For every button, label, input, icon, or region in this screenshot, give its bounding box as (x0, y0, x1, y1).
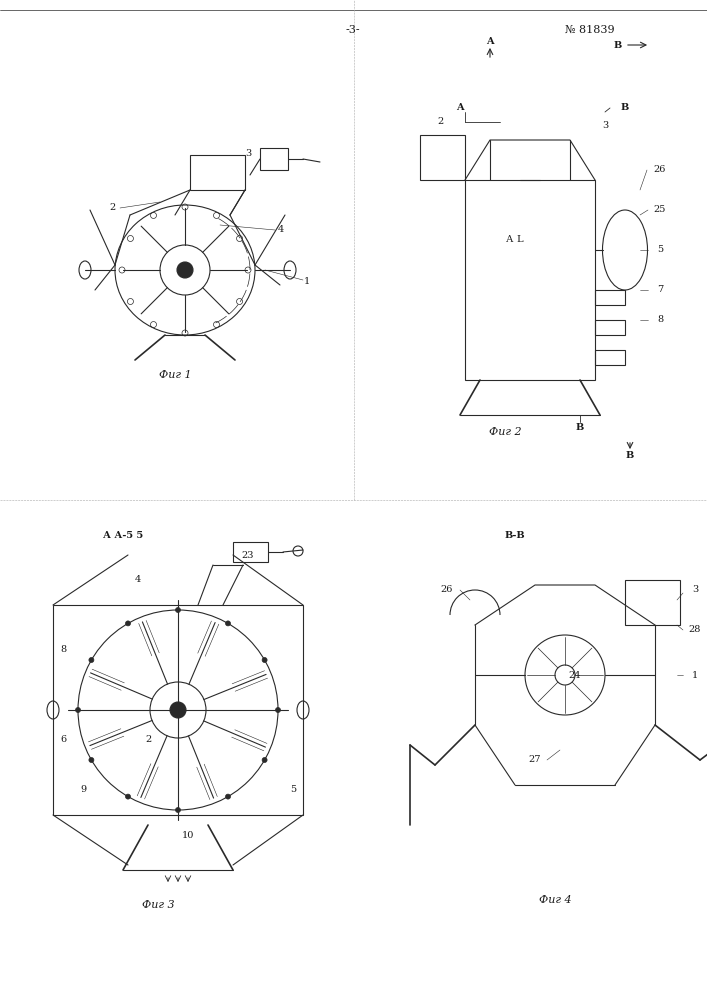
Circle shape (226, 794, 230, 799)
Circle shape (226, 621, 230, 626)
Text: B: B (614, 40, 622, 49)
Circle shape (175, 607, 180, 612)
Bar (625, 580, 680, 625)
Circle shape (126, 794, 131, 799)
Bar (260, 148, 288, 170)
Text: 8: 8 (657, 316, 663, 324)
Text: A: A (456, 104, 464, 112)
Text: 1: 1 (692, 670, 698, 680)
Text: 28: 28 (689, 626, 701, 635)
Bar (53, 605, 303, 815)
Text: Фиг 4: Фиг 4 (539, 895, 571, 905)
Text: 2: 2 (110, 204, 116, 213)
Circle shape (177, 262, 193, 278)
Text: 10: 10 (182, 830, 194, 840)
Bar (465, 180, 595, 380)
Circle shape (262, 658, 267, 662)
Text: 23: 23 (242, 550, 255, 560)
Circle shape (126, 621, 131, 626)
Bar (595, 290, 625, 305)
Text: 3: 3 (602, 120, 608, 129)
Text: B: B (626, 450, 634, 460)
Circle shape (89, 758, 94, 762)
Circle shape (175, 808, 180, 812)
Text: 26: 26 (440, 585, 453, 594)
Circle shape (276, 708, 281, 712)
Text: 6: 6 (60, 736, 66, 744)
Text: 27: 27 (529, 756, 542, 764)
Text: 2: 2 (145, 736, 151, 744)
Text: 4: 4 (278, 226, 284, 234)
Text: А: А (506, 235, 514, 244)
Bar (190, 155, 245, 190)
Text: B: B (576, 424, 584, 432)
Text: Фиг 3: Фиг 3 (141, 900, 175, 910)
Bar (595, 350, 625, 365)
Text: 8: 8 (60, 646, 66, 654)
Circle shape (89, 658, 94, 662)
Text: B-B: B-B (505, 530, 525, 540)
Circle shape (170, 702, 186, 718)
Text: Фиг 1: Фиг 1 (158, 370, 192, 380)
Text: 5: 5 (290, 786, 296, 794)
Text: 2: 2 (437, 117, 443, 126)
Text: А А-5 5: А А-5 5 (103, 530, 143, 540)
Text: 7: 7 (657, 286, 663, 294)
Text: B: B (621, 104, 629, 112)
Text: 1: 1 (304, 277, 310, 286)
Text: 9: 9 (80, 786, 86, 794)
Text: L: L (517, 235, 523, 244)
Circle shape (262, 758, 267, 763)
Text: 3: 3 (245, 149, 251, 158)
Text: A: A (486, 37, 493, 46)
Bar (595, 320, 625, 335)
Circle shape (76, 708, 81, 712)
Text: Фиг 2: Фиг 2 (489, 427, 521, 437)
Text: 26: 26 (654, 165, 666, 174)
Text: 5: 5 (657, 245, 663, 254)
Text: 3: 3 (692, 585, 698, 594)
Bar (233, 542, 268, 562)
Bar (420, 135, 465, 180)
Text: 25: 25 (654, 206, 666, 215)
Text: 4: 4 (135, 576, 141, 584)
Text: 24: 24 (568, 670, 581, 680)
Text: -3-: -3- (346, 25, 361, 35)
Text: № 81839: № 81839 (565, 25, 615, 35)
